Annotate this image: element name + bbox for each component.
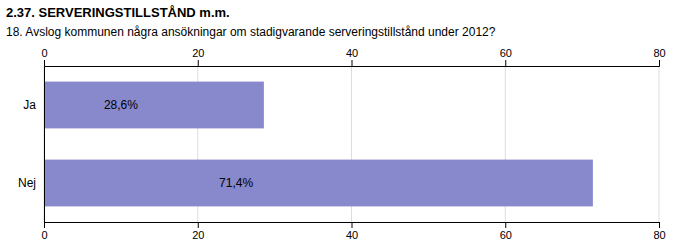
tick-label: 40 <box>346 47 358 59</box>
grid-line <box>659 66 660 222</box>
tick: 20 <box>192 47 204 66</box>
tick-mark <box>659 60 660 66</box>
tick-label: Ja <box>23 98 36 112</box>
chart: 2.37. SERVERINGSTILLSTÅND m.m. 18. Avslog… <box>0 0 681 246</box>
axis-line <box>45 223 660 229</box>
tick: 80 <box>653 222 665 241</box>
tick-mark <box>505 222 506 228</box>
x-axis-bottom: 0 20 40 60 80 <box>41 222 665 241</box>
tick: 60 <box>500 47 512 66</box>
tick-label: 20 <box>192 47 204 59</box>
tick-mark <box>198 222 199 228</box>
tick-mark <box>659 222 660 228</box>
tick: 40 <box>346 47 358 66</box>
data-label: 71,4% <box>219 176 253 190</box>
tick: 60 <box>500 222 512 241</box>
data-labels: 28,6% 71,4% <box>104 98 254 190</box>
tick: Nej <box>18 176 36 190</box>
x-axis-top: 0 20 40 60 80 <box>41 47 665 67</box>
title: 2.37. SERVERINGSTILLSTÅND m.m. <box>6 5 230 20</box>
tick-mark <box>352 60 353 66</box>
tick-mark <box>198 60 199 66</box>
tick: Ja <box>23 98 36 112</box>
tick: 80 <box>653 47 665 66</box>
tick: 20 <box>192 222 204 241</box>
tick: 0 <box>41 222 47 241</box>
tick-label: Nej <box>18 176 36 190</box>
tick-label: 0 <box>41 229 47 241</box>
bars <box>44 82 593 207</box>
bar <box>44 160 593 207</box>
tick-mark <box>44 60 45 66</box>
y-axis: Ja Nej <box>18 67 45 223</box>
grid <box>44 66 659 222</box>
tick: 0 <box>41 47 47 66</box>
tick-label: 60 <box>500 47 512 59</box>
data-label: 28,6% <box>104 98 138 112</box>
tick-label: 0 <box>41 47 47 59</box>
axis-line <box>45 60 660 67</box>
tick-label: 40 <box>346 229 358 241</box>
bar <box>44 82 264 129</box>
axis-line <box>44 67 45 223</box>
tick-mark <box>505 60 506 66</box>
tick-mark <box>44 222 45 228</box>
tick-label: 20 <box>192 229 204 241</box>
tick: 40 <box>346 222 358 241</box>
tick-mark <box>352 222 353 228</box>
tick-label: 80 <box>653 229 665 241</box>
tick-label: 60 <box>500 229 512 241</box>
subtitle: 18. Avslog kommunen några ansökningar om… <box>6 25 496 39</box>
grid-line <box>44 66 45 222</box>
plot: 0 20 40 60 80 0 20 40 60 80 Ja Nej 28,6% 71,4% <box>18 47 666 241</box>
tick-label: 80 <box>653 47 665 59</box>
